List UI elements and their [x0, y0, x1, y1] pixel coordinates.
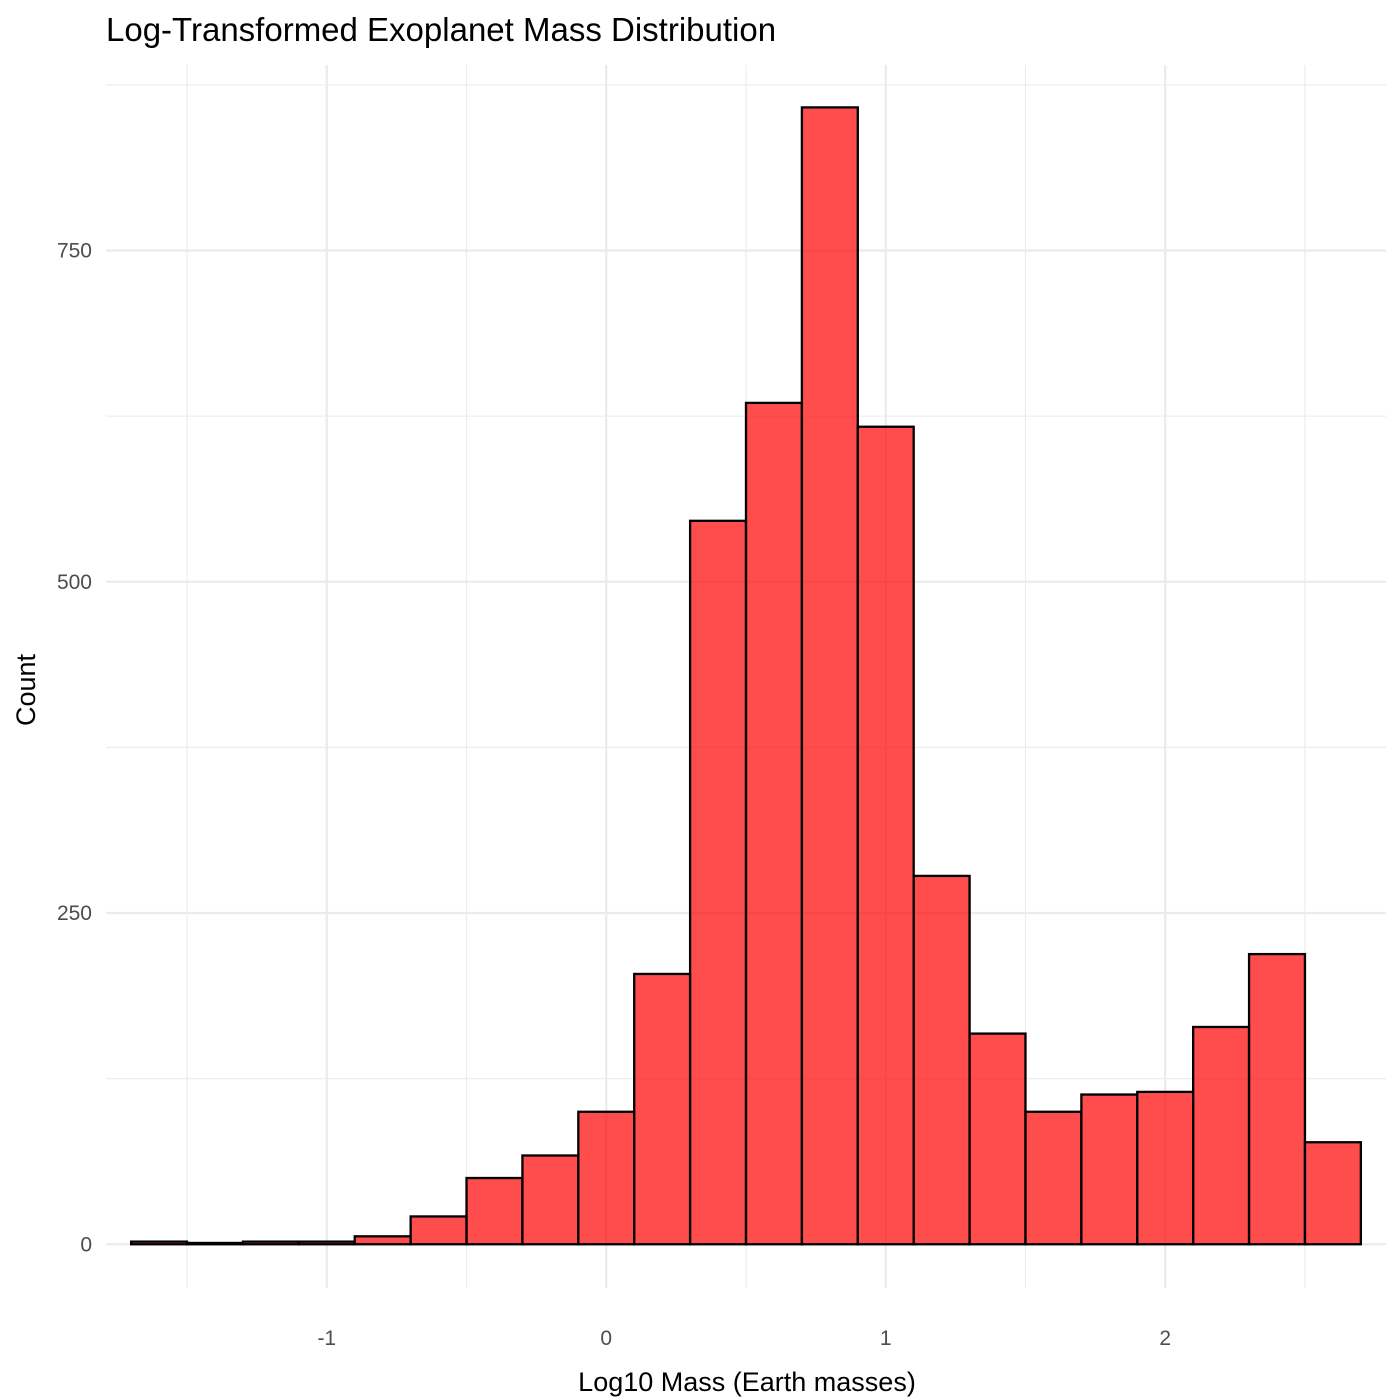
histogram-bar: [800, 106, 859, 1246]
x-axis-title: Log10 Mass (Earth masses): [578, 1367, 916, 1397]
histogram-bar: [521, 1154, 580, 1246]
histogram-bar: [968, 1032, 1027, 1246]
x-tick-label: 0: [600, 1327, 612, 1350]
histogram-bar: [688, 519, 748, 1246]
histogram-bar: [241, 1240, 300, 1246]
histogram-bar: [577, 1110, 636, 1246]
histogram-bar: [856, 425, 915, 1246]
histogram-bar: [1080, 1093, 1139, 1246]
x-tick-label: 1: [880, 1327, 892, 1350]
histogram-bar: [1192, 1025, 1251, 1246]
x-tick-label: 2: [1159, 1327, 1171, 1350]
histogram-bar: [1303, 1141, 1362, 1246]
histogram-bars: [130, 106, 1362, 1246]
histogram-bar: [1024, 1110, 1083, 1246]
histogram-bar: [912, 874, 971, 1246]
histogram-bar: [353, 1235, 412, 1246]
histogram-bar: [744, 401, 804, 1246]
histogram-bar: [1136, 1090, 1195, 1246]
chart-title: Log-Transformed Exoplanet Mass Distribut…: [106, 11, 776, 48]
y-tick-label: 750: [57, 240, 92, 263]
histogram-bar: [297, 1240, 356, 1246]
x-tick-label: -1: [317, 1327, 336, 1350]
y-tick-label: 0: [80, 1233, 92, 1256]
y-tick-label: 250: [57, 902, 92, 925]
y-axis-title: Count: [11, 653, 41, 726]
y-tick-label: 500: [57, 571, 92, 594]
histogram-bar: [1247, 952, 1307, 1246]
histogram-bar: [185, 1241, 245, 1246]
histogram-bar: [130, 1240, 189, 1246]
tick-labels: -1 0 1 2 0 250 500 750: [57, 240, 1171, 1350]
histogram-bar: [633, 972, 692, 1246]
histogram-bar: [465, 1176, 524, 1246]
histogram-bar: [409, 1215, 468, 1246]
